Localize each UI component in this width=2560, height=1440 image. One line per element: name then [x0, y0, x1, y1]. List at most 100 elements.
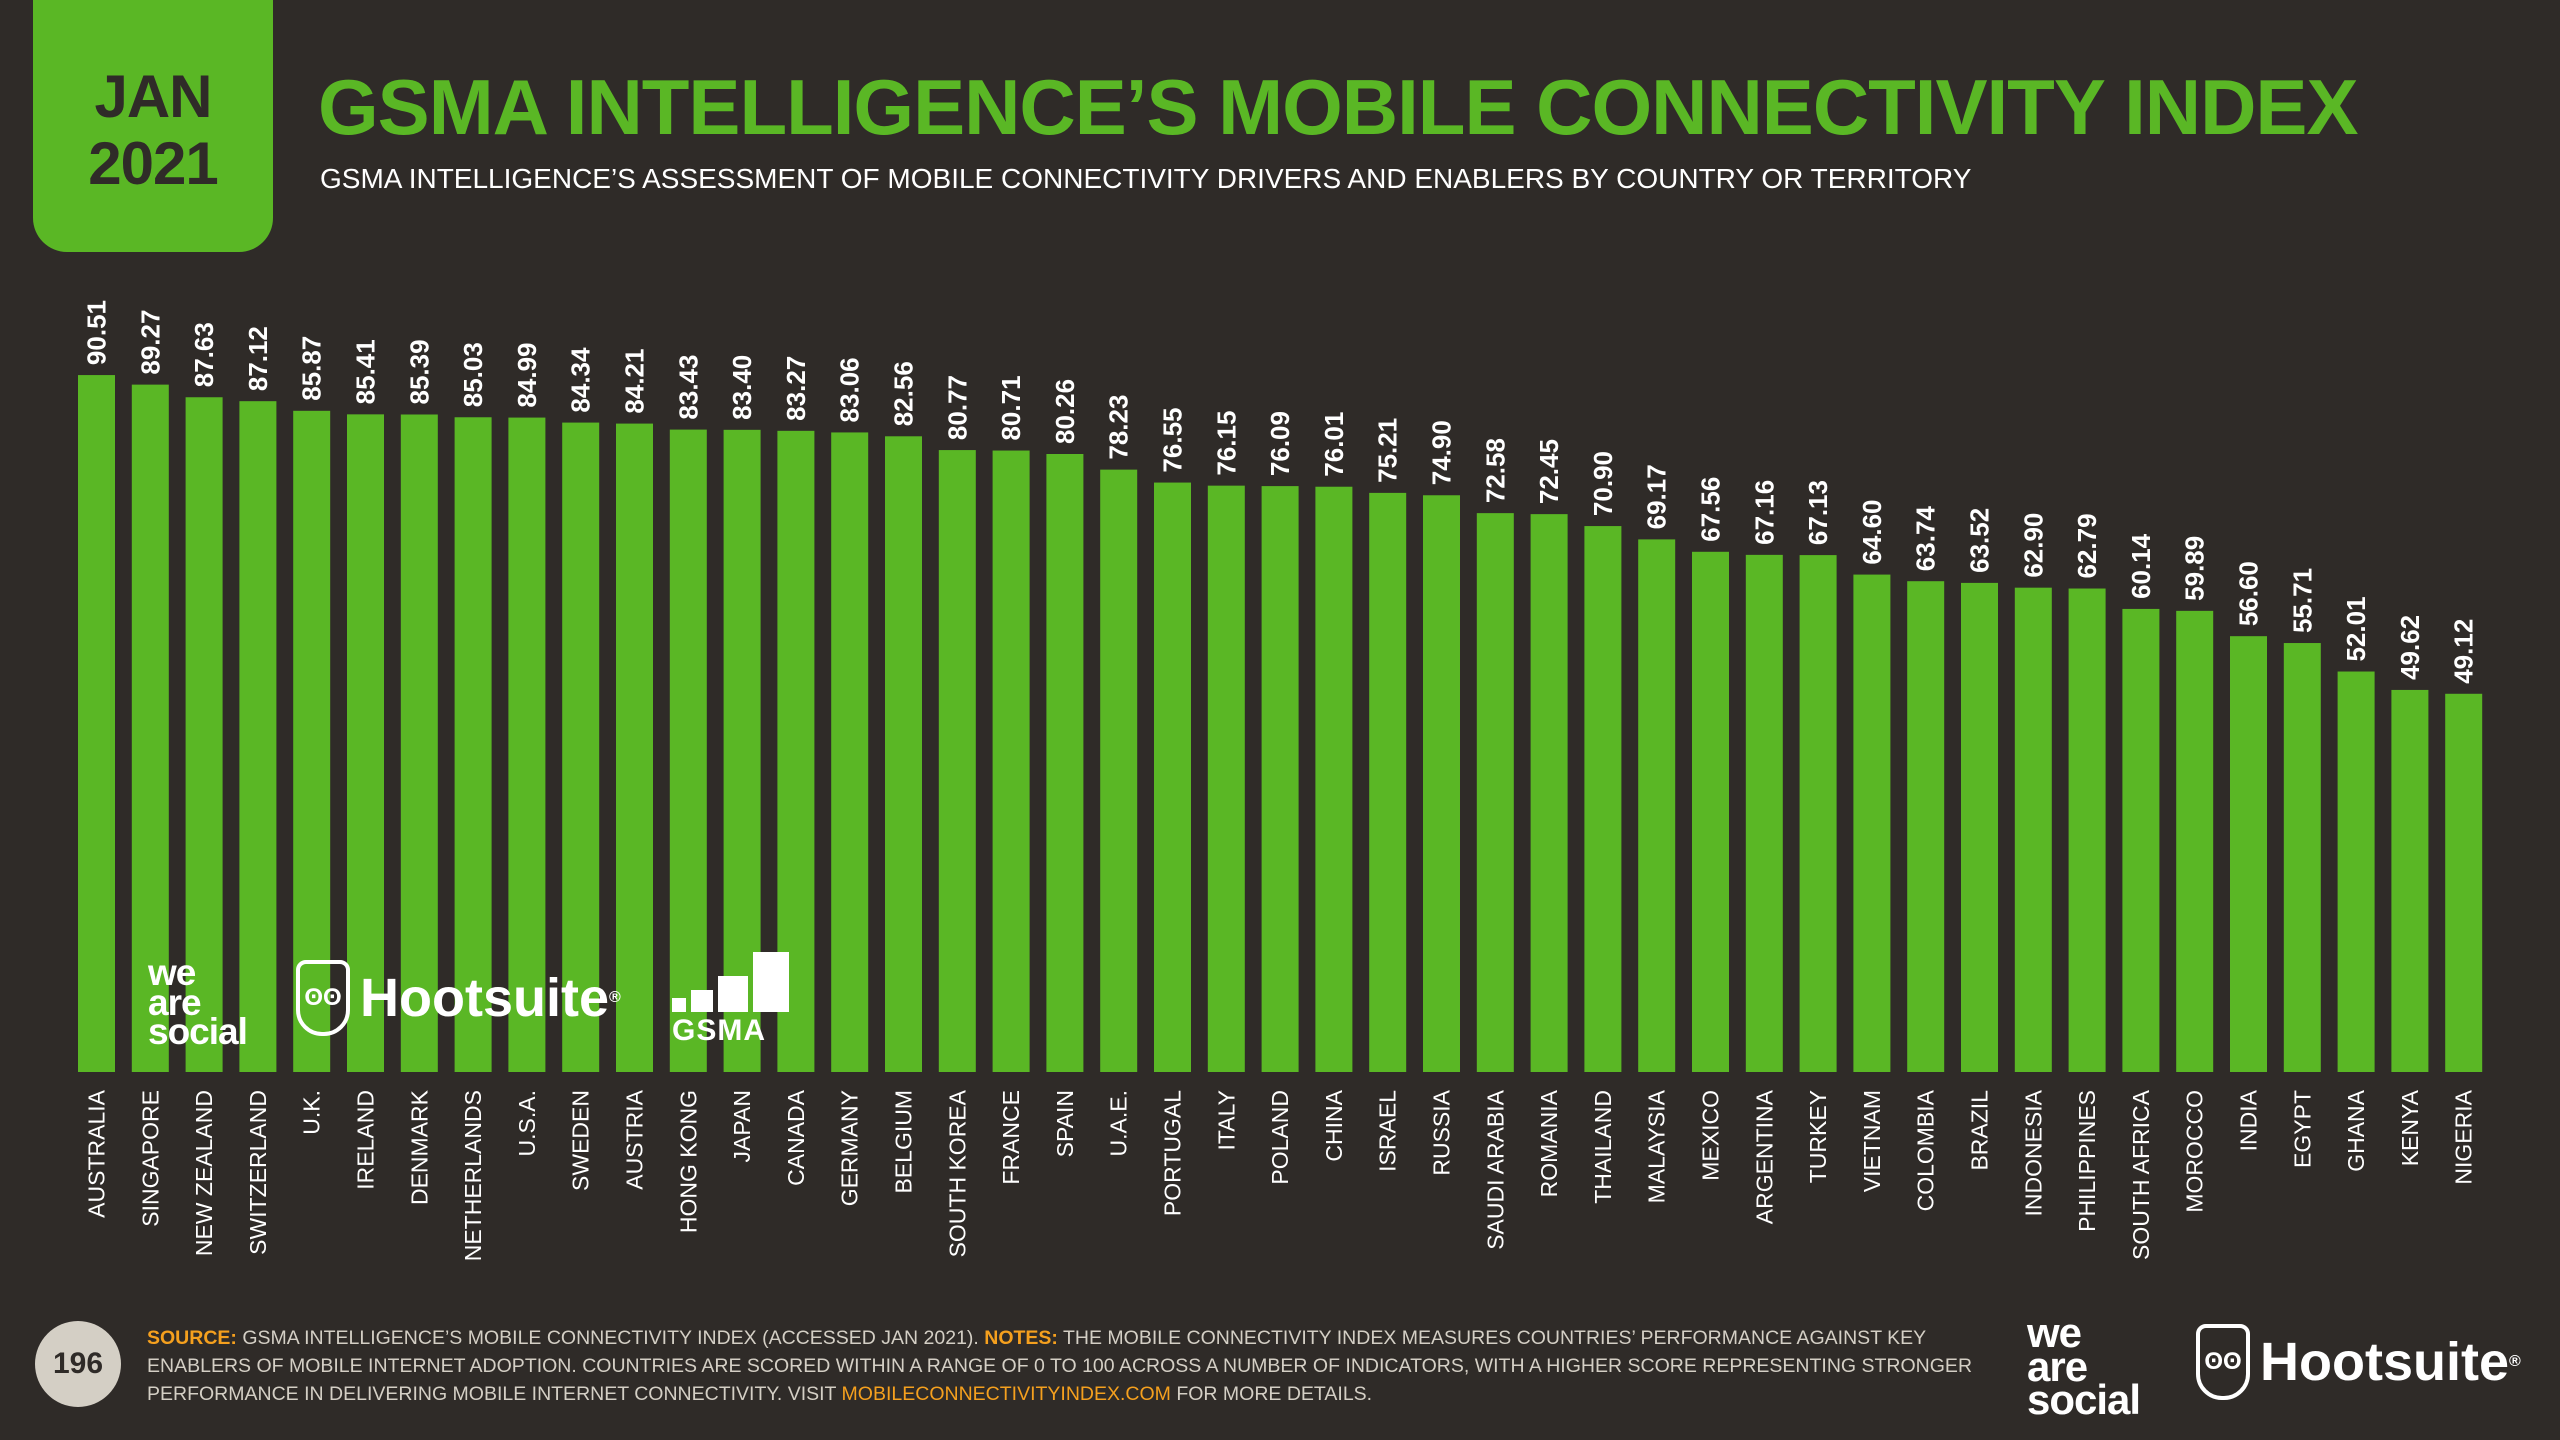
value-label: 83.06: [835, 357, 865, 422]
category-label: SWITZERLAND: [245, 1090, 271, 1255]
value-label: 76.01: [1319, 412, 1349, 477]
we-are-social-logo: we are social: [148, 952, 248, 1053]
category-label: PORTUGAL: [1160, 1090, 1186, 1216]
category-label: KENYA: [2397, 1089, 2423, 1166]
value-label: 82.56: [889, 361, 919, 426]
bar-indonesia: [2014, 587, 2052, 1072]
category-label: ITALY: [1213, 1090, 1239, 1151]
bar-vietnam: [1853, 574, 1891, 1072]
value-label: 63.52: [1965, 508, 1995, 573]
bar-saudi-arabia: [1476, 513, 1514, 1072]
bar-italy: [1207, 485, 1245, 1072]
bar-india: [2230, 636, 2267, 1072]
value-label: 84.21: [620, 349, 650, 414]
value-label: 72.45: [1534, 439, 1564, 504]
category-label: BRAZIL: [1967, 1090, 1993, 1171]
bar-mexico: [1692, 551, 1729, 1072]
category-label: SWEDEN: [568, 1090, 594, 1191]
category-label: SOUTH AFRICA: [2128, 1089, 2154, 1260]
category-label: ISRAEL: [1375, 1090, 1401, 1172]
value-label: 83.43: [673, 355, 703, 420]
value-label: 76.09: [1265, 411, 1295, 476]
bar-u-a-e: [1100, 469, 1138, 1072]
category-label: GERMANY: [837, 1090, 863, 1206]
bar-south-korea: [938, 450, 976, 1072]
value-label: 55.71: [2287, 568, 2317, 633]
bar-philippines: [2068, 588, 2106, 1072]
bar-south-africa: [2122, 608, 2160, 1072]
category-label: COLOMBIA: [1913, 1089, 1939, 1211]
hootsuite-footer-logo: ʘʘ Hootsuite ®: [2196, 1324, 2521, 1400]
category-label: INDONESIA: [2020, 1089, 2046, 1216]
category-label: EGYPT: [2289, 1090, 2315, 1168]
category-label: NEW ZEALAND: [191, 1090, 217, 1256]
value-label: 59.89: [2180, 536, 2210, 601]
value-label: 52.01: [2341, 596, 2371, 661]
value-label: 84.34: [566, 347, 596, 413]
value-label: 78.23: [1104, 395, 1134, 460]
bar-colombia: [1907, 581, 1945, 1072]
category-label: MEXICO: [1698, 1090, 1724, 1181]
bar-australia: [78, 375, 115, 1072]
value-label: 49.62: [2395, 615, 2425, 680]
value-label: 83.27: [781, 356, 811, 421]
bar-egypt: [2283, 643, 2321, 1072]
category-label: RUSSIA: [1429, 1089, 1455, 1175]
value-label: 76.55: [1158, 407, 1188, 472]
value-label: 89.27: [135, 310, 165, 375]
bar-turkey: [1799, 555, 1837, 1072]
bar-ireland: [347, 414, 384, 1072]
value-label: 85.87: [297, 336, 327, 401]
value-label: 75.21: [1373, 418, 1403, 483]
value-label: 80.71: [996, 375, 1026, 440]
category-label: DENMARK: [406, 1089, 432, 1205]
bar-brazil: [1961, 582, 1998, 1072]
bar-belgium: [885, 436, 922, 1073]
value-label: 49.12: [2449, 619, 2479, 684]
value-label: 62.90: [2018, 513, 2048, 578]
bar-switzerland: [239, 401, 277, 1072]
date-badge: JAN 2021: [33, 0, 273, 252]
category-label: U.S.A.: [514, 1090, 540, 1156]
we-are-social-footer-logo: we are social: [2027, 1309, 2141, 1424]
bar-china: [1315, 486, 1353, 1072]
category-label: NETHERLANDS: [460, 1090, 486, 1261]
value-label: 64.60: [1857, 500, 1887, 565]
value-label: 72.58: [1480, 438, 1510, 503]
category-label: CANADA: [783, 1089, 809, 1186]
value-label: 83.40: [727, 355, 757, 420]
footer-link[interactable]: MOBILECONNECTIVITYINDEX.COM: [841, 1383, 1171, 1405]
bar-austria: [616, 423, 653, 1072]
category-label: AUSTRIA: [622, 1089, 648, 1189]
category-label: POLAND: [1267, 1090, 1293, 1185]
value-label: 74.90: [1427, 420, 1457, 485]
value-label: 85.39: [404, 339, 434, 404]
category-label: TURKEY: [1805, 1090, 1831, 1183]
category-label: IRELAND: [353, 1090, 379, 1190]
category-label: NIGERIA: [2451, 1089, 2477, 1184]
category-label: AUSTRALIA: [84, 1089, 110, 1217]
bar-u-s-a: [508, 417, 546, 1072]
value-label: 67.56: [1696, 477, 1726, 542]
category-label: FRANCE: [998, 1090, 1024, 1185]
category-label: BELGIUM: [891, 1090, 917, 1194]
category-label: VIETNAM: [1859, 1090, 1885, 1192]
category-label: PHILIPPINES: [2074, 1090, 2100, 1232]
bar-romania: [1530, 514, 1568, 1072]
value-label: 87.63: [189, 322, 219, 387]
category-label: SPAIN: [1052, 1090, 1078, 1157]
bar-hong-kong: [669, 429, 707, 1072]
value-label: 56.60: [2234, 561, 2264, 626]
value-label: 63.74: [1911, 506, 1941, 572]
gsma-logo: GSMA: [672, 952, 789, 1048]
value-label: 80.26: [1050, 379, 1080, 444]
page-title: GSMA INTELLIGENCE’S MOBILE CONNECTIVITY …: [318, 63, 2358, 151]
value-label: 76.15: [1211, 411, 1241, 476]
category-label: ARGENTINA: [1751, 1089, 1777, 1224]
page-number: 196: [35, 1321, 121, 1407]
category-label: HONG KONG: [675, 1090, 701, 1233]
footer-notes: SOURCE: GSMA INTELLIGENCE’S MOBILE CONNE…: [147, 1327, 1973, 1405]
bar-malaysia: [1638, 539, 1676, 1072]
bar-morocco: [2176, 610, 2214, 1072]
bar-chart: 90.51 AUSTRALIA 89.27 SINGAPORE 87.63 NEW ZEA…: [78, 300, 2483, 1261]
